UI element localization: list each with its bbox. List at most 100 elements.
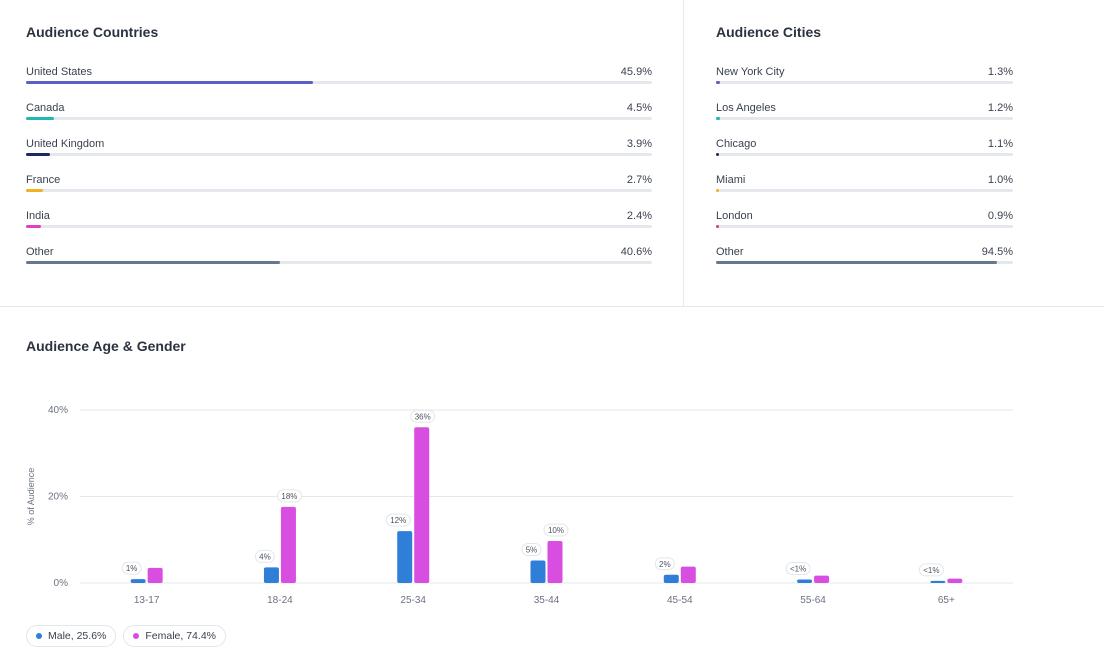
country-value: 4.5% [626,102,652,114]
city-label: Miami [716,174,746,186]
city-bar-track [716,261,1013,264]
country-value: 45.9% [620,66,652,78]
country-row: France 2.7% [26,174,652,210]
country-row: United States 45.9% [26,66,652,102]
country-value: 3.9% [626,138,652,150]
city-label: Los Angeles [716,102,776,114]
x-tick-label: 25-34 [400,595,426,606]
city-bar-track [716,117,1013,120]
group-data-label: 4% [259,552,271,561]
country-row: United Kingdom 3.9% [26,138,652,174]
city-bar-fill [716,81,720,84]
group-data-label-badge [254,549,275,563]
female-bar [814,575,830,583]
country-row: Canada 4.5% [26,102,652,138]
group-data-label: 2% [659,560,671,569]
city-label: New York City [716,66,785,78]
section-divider [0,306,1104,307]
country-bar-fill [26,225,42,228]
city-bar-track [716,81,1013,84]
country-bar-track [26,153,652,156]
male-bar [530,560,546,583]
group-data-label-badge [654,557,675,571]
cities-list: New York City 1.3% Los Angeles 1.2% Chic… [716,66,1013,282]
city-value: 1.2% [987,102,1013,114]
country-bar-fill [26,153,51,156]
x-tick-label: 55-64 [800,595,826,606]
age-gender-chart: 0% 20% 40% % of Audience 13-17 1% 18-24 4% 18% 25… [26,405,1013,606]
city-value: 1.3% [987,66,1013,78]
group-data-label-badge [385,513,411,527]
female-data-label-badge [543,523,569,537]
country-label: United States [26,66,93,78]
city-row: Los Angeles 1.2% [716,102,1013,138]
group-data-label: <1% [790,565,806,574]
female-data-label-badge [410,409,436,423]
female-data-label: 18% [281,492,297,501]
male-bar [397,531,413,583]
country-row: India 2.4% [26,210,652,246]
city-row: Other 94.5% [716,246,1013,282]
female-data-label: 36% [415,412,431,421]
group-data-label: 12% [390,516,406,525]
country-bar-track [26,81,652,84]
legend-female-toggle[interactable]: Female, 74.4% [123,625,226,647]
female-bar [680,566,696,583]
legend-male-toggle[interactable]: Male, 25.6% [26,625,117,647]
country-value: 2.4% [626,210,652,222]
female-bar [280,506,296,583]
male-bar [930,580,946,583]
female-bar [147,567,163,583]
audience-countries-panel: Audience Countries United States 45.9% C… [0,0,683,306]
city-bar-track [716,153,1013,156]
country-value: 2.7% [626,174,652,186]
group-data-label: <1% [923,566,939,575]
country-bar-fill [26,117,55,120]
age-gender-title: Audience Age & Gender [26,338,186,354]
country-label: India [26,210,50,222]
male-bar [130,579,146,583]
group-data-label-badge [521,543,542,557]
city-label: Chicago [716,138,757,150]
x-tick-label: 13-17 [134,595,160,606]
country-bar-fill [26,189,43,192]
female-bar [414,427,430,583]
country-bar-fill [26,261,281,264]
audience-cities-panel: Audience Cities New York City 1.3% Los A… [684,0,1104,306]
country-bar-track [26,189,652,192]
female-bar [947,578,963,583]
country-label: France [26,174,61,186]
cities-title: Audience Cities [716,24,822,40]
city-row: Miami 1.0% [716,174,1013,210]
city-bar-fill [716,153,720,156]
female-bar [547,541,563,583]
male-dot-icon [36,633,42,639]
country-bar-track [26,225,652,228]
female-data-label-badge [276,489,302,503]
city-row: Chicago 1.1% [716,138,1013,174]
city-value: 0.9% [987,210,1013,222]
y-tick-label: 40% [48,405,68,416]
country-label: United Kingdom [26,138,105,150]
y-axis-label: % of Audience [26,468,36,526]
city-bar-fill [716,189,719,192]
country-bar-track [26,117,652,120]
group-data-label-badge [121,561,142,575]
city-value: 1.0% [987,174,1013,186]
city-bar-fill [716,117,720,120]
x-tick-label: 35-44 [534,595,560,606]
city-label: London [716,210,753,222]
female-dot-icon [133,633,140,639]
country-label: Other [26,246,54,258]
female-data-label: 10% [548,526,564,535]
legend-female-label: Female, 74.4% [145,630,216,642]
city-bar-fill [716,225,719,228]
group-data-label-badge [918,563,944,577]
countries-list: United States 45.9% Canada 4.5% United K… [26,66,652,282]
male-bar [663,574,679,583]
countries-title: Audience Countries [26,24,159,40]
city-bar-track [716,225,1013,228]
country-value: 40.6% [620,246,652,258]
chart-legend: Male, 25.6% Female, 74.4% [26,625,226,647]
country-label: Canada [26,102,65,114]
